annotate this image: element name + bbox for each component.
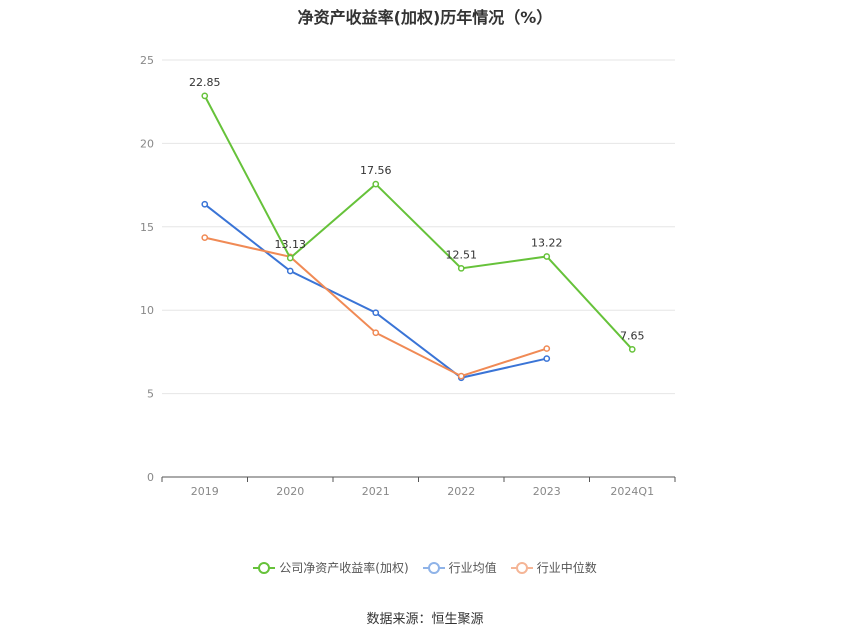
- data-labels: 22.85 13.13 17.56 12.51 13.22 7.65: [189, 76, 645, 343]
- y-tick-label: 25: [140, 54, 154, 67]
- legend-label: 行业中位数: [536, 561, 597, 575]
- legend-swatch-industry-mean: [422, 561, 445, 574]
- legend-label: 公司净资产收益率(加权): [279, 561, 409, 575]
- data-label: 17.56: [360, 164, 392, 177]
- series-line-2: [204, 236, 548, 378]
- legend-label: 行业均值: [448, 561, 497, 575]
- axes: 0 5 10 15 20 25 2019 2020 2021 2022 2023 2024Q1: [140, 54, 676, 498]
- data-point: [372, 180, 380, 188]
- y-tick-label: 20: [140, 137, 154, 150]
- legend: 公司净资产收益率(加权) 行业均值 行业中位数: [0, 559, 850, 576]
- data-point: [543, 355, 551, 362]
- series-lines: [201, 92, 636, 382]
- data-label: 13.22: [531, 236, 563, 249]
- data-point: [372, 329, 380, 337]
- y-tick-label: 10: [140, 304, 154, 317]
- legend-swatch-industry-median: [510, 561, 533, 574]
- data-point: [201, 200, 209, 208]
- legend-item-industry-mean[interactable]: 行业均值: [422, 559, 497, 576]
- data-point: [286, 254, 294, 262]
- data-label: 13.13: [275, 238, 307, 251]
- data-point: [457, 264, 465, 272]
- series-line-0: [203, 95, 633, 351]
- x-tick-label: 2020: [276, 485, 304, 498]
- data-point: [286, 267, 294, 275]
- legend-item-company-roe[interactable]: 公司净资产收益率(加权): [253, 559, 409, 576]
- line-chart: 0 5 10 15 20 25 2019 2020 2021 2022 2023 2024Q1 22.…: [140, 54, 676, 498]
- legend-swatch-company-roe: [253, 561, 276, 574]
- data-point: [372, 309, 380, 317]
- y-tick-label: 15: [140, 221, 154, 234]
- legend-item-industry-median[interactable]: 行业中位数: [510, 559, 597, 576]
- x-tick-label: 2022: [447, 485, 475, 498]
- data-point: [628, 346, 636, 353]
- data-point: [201, 234, 209, 241]
- series-line-1: [204, 203, 547, 379]
- y-tick-label: 5: [147, 388, 154, 401]
- data-point: [201, 92, 209, 100]
- x-tick-label: 2019: [191, 485, 219, 498]
- x-tick-label: 2021: [362, 485, 390, 498]
- data-label: 12.51: [446, 248, 478, 261]
- data-point: [543, 253, 551, 260]
- chart-title: 净资产收益率(加权)历年情况（%）: [297, 8, 553, 27]
- data-source: 数据来源：恒生聚源: [366, 612, 484, 627]
- y-tick-label: 0: [147, 471, 154, 484]
- x-tick-label: 2024Q1: [610, 485, 654, 498]
- x-tick-label: 2023: [533, 485, 561, 498]
- data-point: [457, 372, 465, 380]
- data-label: 7.65: [620, 329, 645, 342]
- data-point: [543, 345, 551, 352]
- data-label: 22.85: [189, 76, 221, 89]
